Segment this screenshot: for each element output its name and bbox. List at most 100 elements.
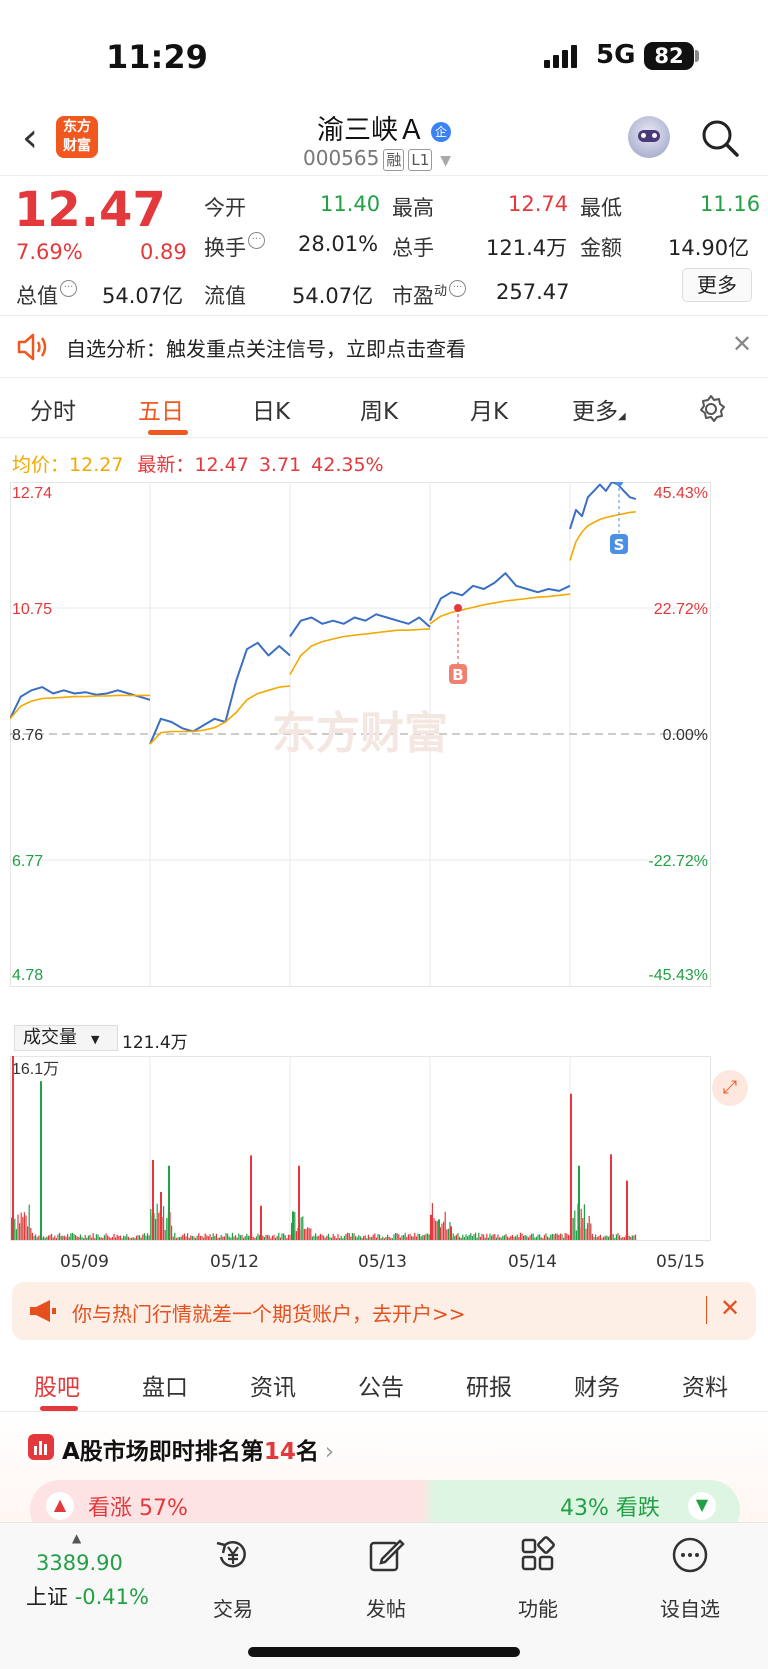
volume-bar <box>20 1212 22 1240</box>
home-indicator <box>248 1647 520 1657</box>
turnover-label[interactable]: 换手 ··· <box>204 232 265 262</box>
info-icon[interactable]: ··· <box>60 280 77 297</box>
volume-bar <box>439 1227 441 1240</box>
rank-text: A股市场即时排名第14名 › <box>62 1432 334 1466</box>
volume-bar <box>270 1238 272 1240</box>
volume-bar <box>254 1237 256 1240</box>
volume-bar <box>459 1236 461 1240</box>
volume-bar <box>289 1234 291 1240</box>
expand-icon[interactable]: ⤢ <box>712 1070 748 1106</box>
volume-bar <box>33 1235 35 1240</box>
bear-label: 43% 看跌 <box>560 1490 660 1522</box>
volume-chart[interactable]: 16.1万 <box>10 1056 758 1248</box>
close-icon[interactable]: ✕ <box>732 330 753 358</box>
close-icon[interactable]: ✕ <box>720 1294 741 1322</box>
volume-bar <box>348 1232 350 1240</box>
volume-bar <box>124 1236 126 1240</box>
market-rank-section[interactable]: A股市场即时排名第14名 › ▲ 看涨 57% 43% 看跌 ▼ <box>0 1412 768 1540</box>
volume-bar <box>559 1233 561 1240</box>
volume-bar <box>233 1236 235 1240</box>
bull-label: 看涨 57% <box>88 1490 188 1522</box>
alert-text: 自选分析：触发重点关注信号，立即点击查看 <box>66 337 466 361</box>
nav-watchlist[interactable]: 设自选 <box>660 1597 720 1621</box>
tab-intraday[interactable]: 分时 <box>30 399 76 425</box>
tab-five-day[interactable]: 五日 <box>138 399 184 425</box>
five-day-price-chart[interactable]: 东方财富 12.74 45.43% 10.75 22.72% 8.76 0.00% 6.77 -… <box>10 482 758 1022</box>
volume-bar <box>175 1238 177 1240</box>
volume-bar <box>68 1236 70 1240</box>
y-tick-left: 8.76 <box>12 727 43 744</box>
volume-bar <box>118 1235 120 1240</box>
volume-bar <box>294 1211 296 1240</box>
date-label: 05/09 <box>60 1252 109 1272</box>
pe-label[interactable]: 市盈动 ··· <box>392 280 467 310</box>
volume-bar <box>123 1235 125 1240</box>
tab-daily-k[interactable]: 日K <box>252 399 291 425</box>
add-watchlist-icon <box>672 1537 708 1573</box>
volume-bar <box>84 1234 86 1240</box>
app-logo[interactable]: 东方财富 <box>56 116 98 158</box>
index-value: 3389.90 <box>36 1551 123 1575</box>
tab-profile[interactable]: 资料 <box>682 1375 728 1401</box>
market-cap-label[interactable]: 总值 ··· <box>16 280 77 310</box>
tab-monthly-k[interactable]: 月K <box>470 399 509 425</box>
volume-bar <box>339 1238 341 1240</box>
volume-bar <box>599 1234 601 1240</box>
tab-financials[interactable]: 财务 <box>574 1375 620 1401</box>
tab-weekly-k[interactable]: 周K <box>360 399 399 425</box>
bear-icon: ▼ <box>688 1492 716 1520</box>
tab-order-book[interactable]: 盘口 <box>142 1375 188 1401</box>
tab-stock-forum[interactable]: 股吧 <box>34 1375 80 1401</box>
tab-more-label: 更多 <box>572 399 618 425</box>
volume-bar <box>22 1217 24 1240</box>
volume-bar <box>134 1238 136 1240</box>
alert-bar[interactable]: 自选分析：触发重点关注信号，立即点击查看 ✕ <box>0 316 768 378</box>
volume-bar <box>617 1233 619 1240</box>
volume-bar <box>526 1235 528 1240</box>
nav-post[interactable]: 发帖 <box>366 1597 406 1621</box>
rank-number: 14 <box>263 1439 296 1465</box>
volume-bar <box>529 1235 531 1240</box>
stock-code-row[interactable]: 000565 融 L1 ▼ <box>303 146 451 171</box>
tab-announcements[interactable]: 公告 <box>358 1375 404 1401</box>
volume-spike <box>152 1160 154 1240</box>
volume-bar <box>502 1235 504 1240</box>
stock-name[interactable]: 渝三峡Ａ 企 <box>0 108 768 147</box>
volume-bar <box>283 1233 285 1240</box>
search-icon[interactable] <box>700 118 740 158</box>
rank-text-prefix: A股市场即时排名第 <box>62 1439 264 1465</box>
volume-bar <box>535 1236 537 1240</box>
tab-news[interactable]: 资讯 <box>250 1375 296 1401</box>
settings-gear-icon[interactable] <box>696 394 726 424</box>
more-button[interactable]: 更多 <box>682 268 752 302</box>
info-icon[interactable]: ··· <box>449 280 467 297</box>
volume-bar <box>558 1235 560 1240</box>
back-arrow-icon[interactable]: ‹ <box>22 115 38 161</box>
volume-total: 121.4万 <box>122 1033 188 1053</box>
volume-bar <box>607 1236 609 1240</box>
futures-ad-banner[interactable]: 你与热门行情就差一个期货账户，去开户>> ✕ <box>12 1282 756 1340</box>
volume-bar <box>406 1236 408 1240</box>
volume-bar <box>163 1206 165 1240</box>
volume-bar <box>446 1229 448 1240</box>
robot-assistant-icon[interactable] <box>628 116 670 158</box>
volume-bar <box>279 1237 281 1240</box>
volume-bar <box>286 1238 288 1240</box>
index-ticker[interactable]: ▲ 3389.90 上证 -0.41% <box>20 1531 160 1641</box>
indicator-selector[interactable]: 成交量 ▼ <box>14 1025 118 1051</box>
nav-functions[interactable]: 功能 <box>518 1597 558 1621</box>
tab-more[interactable]: 更多◢ <box>572 392 626 426</box>
nav-trade[interactable]: 交易 <box>213 1597 253 1621</box>
y-tick-left: 6.77 <box>12 853 43 870</box>
volume-bar <box>318 1235 320 1240</box>
volume-bar <box>265 1235 267 1240</box>
volume-bar <box>201 1236 203 1240</box>
volume-bar <box>388 1236 390 1240</box>
info-icon[interactable]: ··· <box>248 232 265 249</box>
tab-research[interactable]: 研报 <box>466 1375 512 1401</box>
quote-panel: 12.47 7.69% 0.89 总值 ··· 54.07亿 今开 11.40 换… <box>0 176 768 316</box>
volume-bar <box>539 1234 541 1240</box>
volume-spike <box>578 1165 580 1240</box>
volume-bar <box>86 1237 88 1240</box>
volume-bar <box>244 1236 246 1240</box>
